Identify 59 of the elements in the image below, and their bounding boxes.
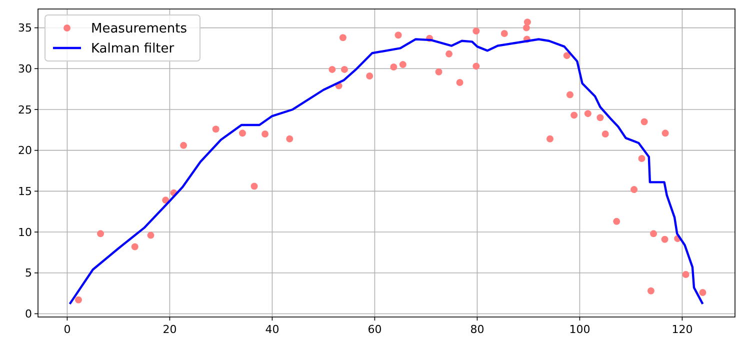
x-tick-label: 100 (569, 323, 590, 336)
point (500, 30, 508, 38)
point (262, 130, 269, 138)
point (596, 114, 604, 122)
y-tick-label: 20 (18, 144, 32, 158)
x-tick-label: 120 (672, 323, 693, 336)
point (570, 112, 578, 119)
point (399, 61, 406, 68)
point (394, 32, 402, 39)
point (682, 271, 690, 278)
x-tick-label: 80 (470, 323, 484, 336)
y-tick-label: 35 (18, 22, 32, 35)
point (97, 230, 104, 238)
point (563, 52, 570, 60)
point (661, 236, 668, 243)
point (613, 218, 620, 225)
x-tick-label: 20 (162, 323, 177, 336)
point (366, 72, 374, 80)
point (328, 66, 336, 73)
y-tick-label: 5 (25, 266, 32, 280)
legend-label: Kalman filter (91, 42, 175, 57)
point (472, 28, 480, 35)
point (435, 68, 442, 76)
point (180, 142, 188, 149)
point (566, 91, 574, 98)
point (699, 288, 706, 296)
point (340, 66, 348, 73)
point (446, 50, 453, 58)
point (522, 24, 530, 32)
point (638, 155, 646, 162)
point (630, 186, 638, 194)
x-tick-label: 40 (265, 323, 280, 336)
y-tick-label: 30 (18, 62, 32, 76)
point (662, 130, 669, 137)
point (339, 34, 346, 42)
point (456, 79, 464, 86)
x-tick-label: 0 (64, 323, 71, 336)
legend-label: Measurements (91, 22, 188, 37)
y-tick-label: 15 (18, 185, 32, 198)
point (131, 243, 138, 250)
point (238, 130, 246, 137)
point (147, 232, 154, 239)
point (650, 230, 658, 238)
y-tick-label: 25 (18, 103, 32, 116)
point (74, 296, 82, 304)
x-tick-label: 60 (368, 323, 382, 336)
point (584, 110, 592, 118)
point (286, 135, 294, 142)
point (546, 135, 554, 142)
point (212, 126, 220, 133)
point (647, 287, 654, 294)
point (640, 118, 648, 126)
point (472, 62, 480, 70)
point (602, 130, 609, 138)
point (250, 182, 258, 190)
y-tick-label: 0 (25, 308, 32, 321)
y-tick-label: 10 (18, 226, 32, 239)
point (524, 18, 531, 26)
point (390, 64, 398, 71)
